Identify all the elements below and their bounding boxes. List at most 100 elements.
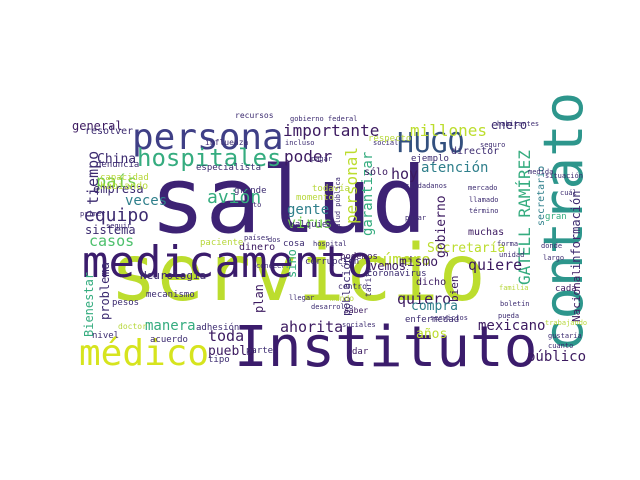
word-secretario: secretario (536, 166, 547, 226)
word-ejemplo: ejemplo (411, 154, 449, 164)
word-salud: salud (150, 147, 427, 254)
word-servicio: servicio (110, 229, 486, 319)
word-habiando: habiando (100, 181, 148, 192)
word-dinero: dinero (239, 242, 275, 253)
word-poblacion: población (340, 256, 353, 316)
word-paciente: paciente (200, 238, 243, 248)
word-unidad: unidad (499, 251, 524, 259)
word-pueblo: pueblo (208, 344, 255, 359)
word-quiere: quiere (468, 256, 522, 274)
word-gobierno: gobierno (434, 195, 449, 258)
word-ciudadanos: ciudadanos (405, 182, 447, 190)
word-pagar: pagar (311, 155, 332, 163)
word-respecto: respecto (368, 134, 411, 144)
word-solo: sólo (364, 166, 388, 178)
word-tarifa: tarifa (364, 268, 373, 297)
word-garantizar: garantizar (360, 152, 376, 236)
word-pasar: pasar (405, 214, 426, 222)
word-capacidad: capacidad (100, 173, 149, 183)
word-gustaria: gustaría (548, 332, 582, 340)
word-tipo: tipo (208, 355, 230, 365)
word-parte: parte (246, 346, 273, 356)
word-veces: veces (125, 193, 167, 209)
word-seguir: seguir (106, 222, 131, 230)
word-nivel: nivel (92, 331, 119, 341)
word-toda: toda (208, 327, 244, 345)
word-pueda: pueda (498, 312, 519, 320)
word-secretaria: Secretaría (427, 241, 505, 256)
word-publico: público (527, 349, 586, 365)
word-poder: poder (284, 147, 333, 166)
word-casos: casos (89, 232, 134, 250)
word-tiempo: tiempo (84, 151, 102, 205)
word-salud-publica: salud pública (334, 177, 342, 232)
word-medicamento: medicamento (82, 237, 373, 288)
word-millones: millones (410, 121, 487, 140)
word-hospitales: hospitales (137, 144, 282, 172)
word-vemos: vemos (370, 259, 406, 273)
word-denuncia: denuncia (96, 160, 139, 170)
word-saber: saber (344, 306, 368, 315)
word-compra: compra (411, 299, 458, 314)
word-gobierno-federal: gobierno federal (290, 115, 357, 123)
word-bienestar: Bienestar (82, 272, 96, 337)
word-china: China (97, 152, 136, 167)
word-cuanto: cuanto (548, 342, 573, 350)
word-muchas: muchas (468, 227, 504, 238)
word-enero: enero (491, 118, 527, 132)
word-equipo: equipo (84, 205, 149, 226)
word-pais: país (96, 172, 137, 192)
word-ahorita: ahorita (280, 318, 343, 336)
word-mecanismo: mecanismo (146, 290, 195, 300)
word-dar: dar (352, 347, 369, 357)
word-personal: personal (342, 147, 361, 224)
word-importante: importante (283, 121, 379, 140)
word-director: director (451, 146, 499, 157)
word-doctor: doctor (118, 322, 147, 331)
word-resolver: resolver (85, 126, 133, 137)
word-adhesion: adhesión (196, 322, 239, 333)
word-atencion: atención (421, 160, 488, 176)
word-acuerdo: acuerdo (150, 335, 188, 345)
word-mexicano: mexicano (478, 318, 545, 334)
word-conocer: conocer (256, 262, 286, 270)
word-general: general (72, 119, 123, 133)
word-neurologia: Neurología (140, 269, 206, 282)
word-primer: primer (80, 210, 105, 218)
word-avion: avión (207, 187, 261, 208)
word-empresa: empresa (93, 182, 144, 196)
word-persona: persona (132, 117, 284, 158)
word-servicios: servicios (430, 314, 468, 322)
word-todavia: todavía (312, 184, 350, 194)
word-paises: países (244, 234, 269, 242)
word-quiero: quiero (397, 290, 451, 308)
word-boletin: boletín (500, 300, 530, 308)
word-sociales: sociales (342, 321, 376, 329)
word-informacion: información (569, 191, 583, 270)
word-sistema: sistema (85, 223, 136, 237)
word-termino: término (469, 207, 499, 215)
word-mundo: mundo (330, 294, 354, 303)
word-plan: plan (252, 284, 266, 313)
word-sino: sino (285, 249, 299, 278)
word-problema: problema (98, 262, 112, 320)
word-familia: familia (499, 284, 529, 292)
word-seguro: seguro (480, 141, 505, 149)
word-anos: años (416, 327, 447, 342)
word-recursos: recursos (235, 111, 274, 120)
word-hugo: HUGO (397, 126, 464, 159)
word-centro: centro (338, 282, 367, 291)
word-situacion: situación (545, 172, 583, 180)
word-numero: número (373, 250, 431, 269)
word-mismo: mismo (399, 255, 438, 270)
word-incluso: incluso (285, 139, 315, 147)
word-manera: manera (145, 318, 196, 334)
word-cualquier: cualquier (284, 220, 333, 230)
word-llegar: llegar (289, 294, 314, 302)
word-contrato: contrato (532, 92, 595, 352)
word-asunto: asunto (236, 201, 261, 209)
word-medida: medida (528, 168, 553, 176)
word-podemos: podemos (340, 252, 378, 262)
